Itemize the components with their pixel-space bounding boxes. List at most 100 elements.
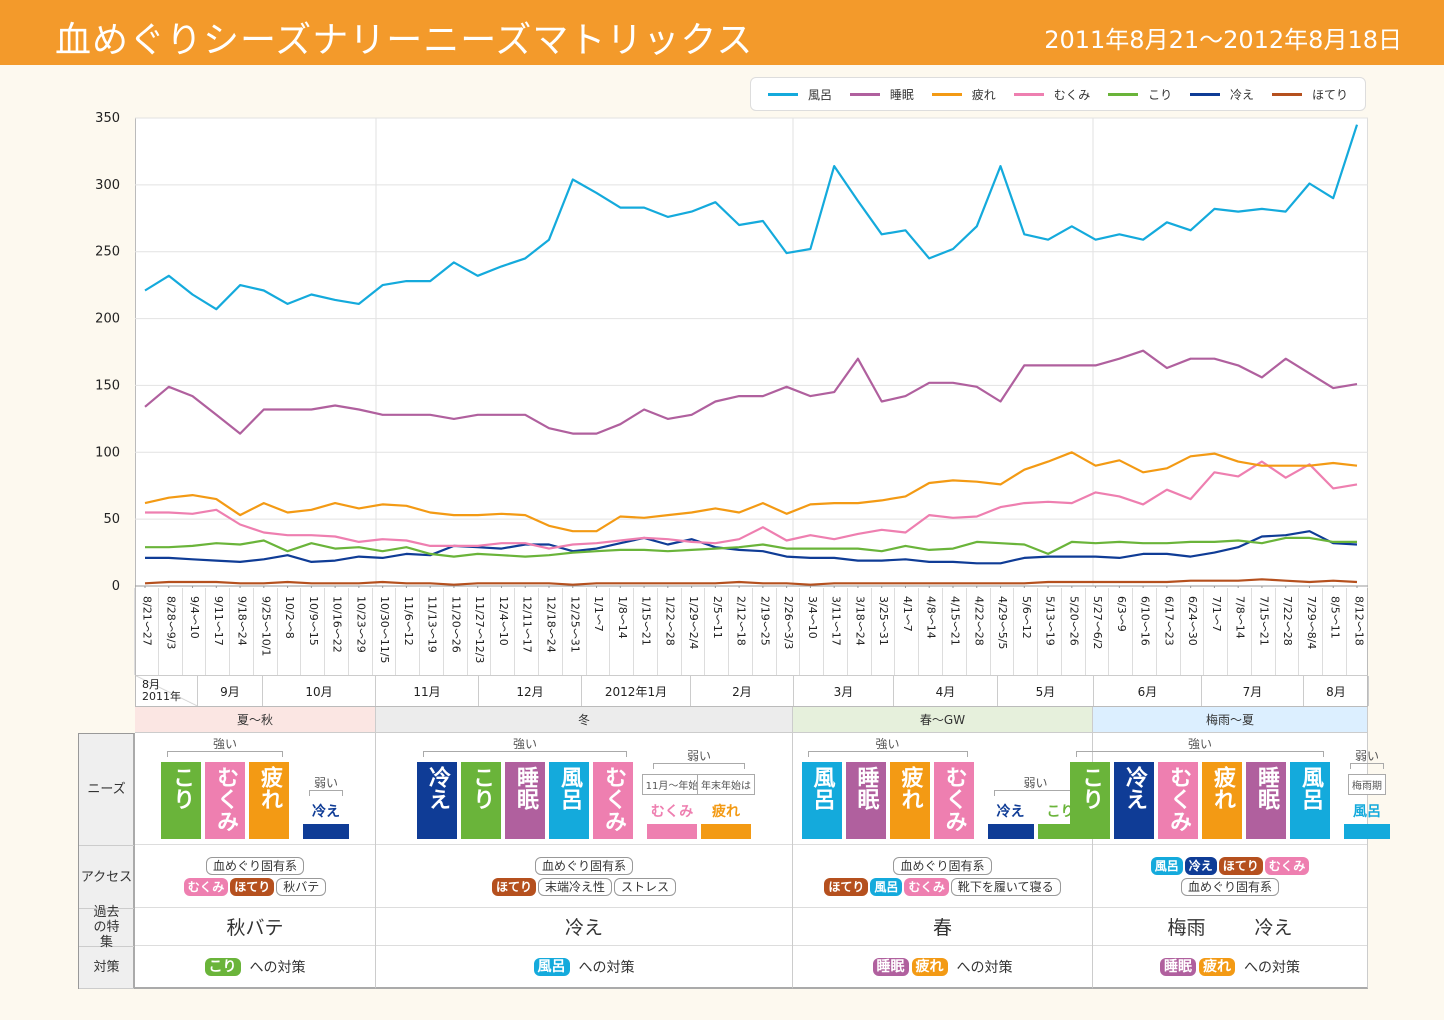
- week-label-cell: 5/13〜19: [1037, 588, 1061, 675]
- x-tick-label: 1/1〜7: [592, 596, 606, 632]
- week-label-cell: 6/3〜9: [1108, 588, 1132, 675]
- week-label-cell: 12/18〜24: [538, 588, 562, 675]
- measure-cell: 風呂 への対策: [376, 946, 792, 988]
- weak-need: 11月〜年始 むくみ: [641, 774, 703, 839]
- measure-suffix: への対策: [956, 960, 1013, 976]
- weak-need: 冷え: [987, 801, 1034, 839]
- x-tick-label: 8/12〜18: [1352, 596, 1366, 646]
- x-tick-label: 12/11〜17: [520, 596, 534, 653]
- past-feature: 春: [932, 917, 952, 939]
- x-tick-label: 7/8〜14: [1233, 596, 1247, 639]
- need-box: こり: [1070, 762, 1110, 839]
- x-tick-label: 5/20〜26: [1067, 596, 1081, 646]
- week-label-cell: 7/8〜14: [1227, 588, 1251, 675]
- weak-group: 弱い 冷え: [303, 776, 349, 839]
- bracket: [309, 790, 343, 796]
- week-label-cell: 3/25〜31: [870, 588, 895, 675]
- week-label-cell: 10/2〜8: [276, 588, 301, 675]
- need-box: 疲れ: [889, 762, 930, 839]
- weak-label: 弱い: [313, 776, 338, 790]
- legend-swatch: [767, 92, 798, 96]
- strong-label: 強い: [512, 737, 537, 751]
- strong-group: 強い 風呂 睡眠 疲れ むくみ: [801, 737, 974, 839]
- week-label-cell: 4/8〜14: [918, 588, 942, 675]
- week-label-cell: 4/15〜21: [942, 588, 966, 675]
- week-label-cell: 7/22〜28: [1274, 588, 1299, 675]
- weak-need: 冷え: [303, 801, 349, 839]
- x-tick-label: 6/24〜30: [1186, 596, 1200, 646]
- x-tick-label: 2/12〜18: [734, 596, 748, 646]
- legend-label: ほてり: [1311, 87, 1348, 102]
- page-title: 血めぐりシーズナリーニーズマトリックス: [55, 20, 754, 61]
- access-cell: 風呂 冷え ほてり むくみ 血めぐり固有系: [1093, 845, 1367, 908]
- week-label-cell: 12/25〜31: [561, 588, 586, 675]
- x-tick-label: 9/25〜10/1: [259, 596, 273, 657]
- row-label: 過去の特集: [79, 905, 134, 950]
- week-label-cell: 9/4〜10: [181, 588, 206, 675]
- access-cell: 血めぐり固有系 ほてり 末端冷え性 ストレス: [376, 845, 792, 908]
- legend-item: こり: [1108, 86, 1172, 103]
- x-tick-label: 8/21〜27: [140, 596, 154, 646]
- plot-area: [135, 118, 1368, 588]
- series-line-こり: [145, 536, 1357, 558]
- week-label-cell: 2/12〜18: [728, 588, 752, 675]
- month-text: 8月: [1326, 684, 1346, 699]
- week-label-cell: 4/22〜28: [965, 588, 990, 675]
- bracket: [993, 790, 1078, 796]
- access-tag: ほてり: [1218, 856, 1263, 875]
- strong-group: 強い こり むくみ 疲れ: [161, 737, 289, 839]
- access-tag: 冷え: [1184, 856, 1217, 875]
- x-axis-month-labels: 8月 2011年 9月 10月 11月 12月 2012年1月 2月 3月 4月 5月 6月 7月 8月: [135, 675, 1369, 707]
- legend-label: むくみ: [1053, 87, 1091, 102]
- series-line-冷え: [145, 530, 1358, 565]
- x-tick-label: 11/27〜12/3: [473, 596, 487, 664]
- series-line-むくみ: [145, 460, 1358, 550]
- access-tag: むくみ: [183, 877, 229, 896]
- x-tick-label: 10/23〜29: [354, 596, 368, 653]
- access-tag: ほてり: [824, 877, 869, 896]
- weak-need-label: 冷え: [312, 804, 340, 820]
- measure-cell: 睡眠 疲れ への対策: [1093, 946, 1367, 988]
- month-text: 2012年1月: [604, 684, 668, 699]
- access-tag: むくみ: [904, 877, 949, 896]
- y-tick-label: 350: [95, 111, 120, 126]
- week-label-cell: 1/15〜21: [633, 588, 657, 675]
- x-tick-label: 4/22〜28: [972, 596, 986, 646]
- x-tick-label: 1/29〜2/4: [687, 596, 701, 650]
- week-label-cell: 8/21〜27: [134, 588, 158, 675]
- year-text: 2011年: [142, 690, 181, 703]
- y-tick-label: 300: [95, 178, 120, 193]
- x-tick-label: 7/15〜21: [1257, 596, 1271, 646]
- week-label-cell: 9/25〜10/1: [252, 588, 277, 675]
- needs-cell: 強い こり 冷え むくみ 疲れ 睡眠 風呂 弱い 梅雨期 風呂: [1070, 733, 1390, 845]
- x-tick-label: 1/8〜14: [615, 596, 629, 639]
- legend-swatch: [1190, 92, 1221, 96]
- weak-label: 弱い: [686, 749, 711, 763]
- x-tick-label: 6/10〜16: [1138, 596, 1152, 646]
- access-tag: ストレス: [614, 877, 677, 896]
- past-feature: 秋バテ: [226, 917, 284, 939]
- need-box: 睡眠: [845, 762, 886, 839]
- month-label: 3月: [794, 676, 894, 706]
- x-tick-label: 1/15〜21: [639, 596, 653, 646]
- month-text: 7月: [1242, 684, 1263, 699]
- need-box: 疲れ: [249, 762, 289, 839]
- month-text: 12月: [516, 684, 544, 699]
- x-tick-label: 8/5〜11: [1328, 596, 1342, 639]
- need-box: むくみ: [933, 762, 974, 839]
- need-box: むくみ: [593, 762, 633, 839]
- week-label-cell: 5/6〜12: [1013, 588, 1037, 675]
- need-box: 風呂: [1290, 762, 1330, 839]
- bracket: [653, 763, 745, 769]
- series-line-疲れ: [144, 451, 1358, 533]
- legend-item: 疲れ: [931, 86, 996, 103]
- week-label-cell: 3/4〜10: [799, 588, 823, 675]
- month-label: 12月: [479, 676, 582, 706]
- weak-need-label: 冷え: [996, 804, 1025, 820]
- x-tick-label: 3/4〜10: [805, 596, 819, 639]
- season-column: 夏〜秋 強い こり むくみ 疲れ 弱い 冷え 血めぐり固有系 むくみ ほてり 秋バテ 秋バテ こり への対…: [135, 707, 376, 989]
- header-bar: 血めぐりシーズナリーニーズマトリックス 2011年8月21〜2012年8月18日: [0, 0, 1444, 65]
- weak-need: 年末年始は 疲れ: [697, 774, 755, 839]
- x-tick-label: 10/16〜22: [330, 596, 344, 653]
- x-tick-label: 1/22〜28: [663, 596, 677, 646]
